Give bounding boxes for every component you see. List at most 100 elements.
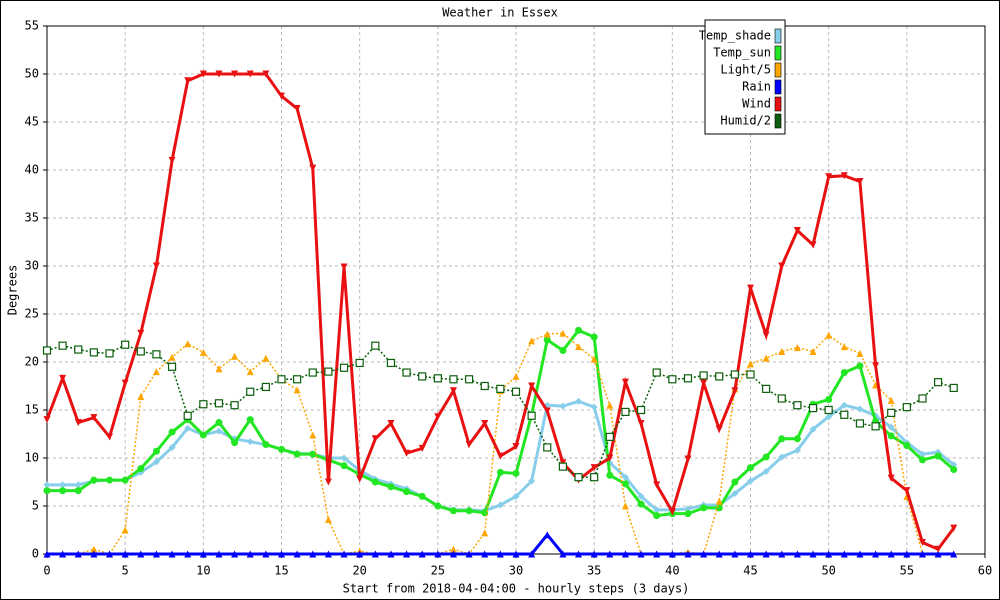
- point: [637, 419, 645, 427]
- point: [653, 481, 661, 489]
- point: [340, 263, 348, 271]
- point: [543, 443, 552, 452]
- point: [137, 329, 145, 337]
- y-tick-label: 5: [32, 499, 39, 513]
- point: [184, 424, 192, 432]
- point: [700, 504, 708, 512]
- point: [528, 550, 536, 558]
- point: [684, 455, 692, 463]
- point: [637, 492, 645, 500]
- point: [137, 393, 145, 401]
- point: [449, 507, 457, 515]
- x-tick-label: 35: [587, 564, 601, 578]
- point: [278, 550, 285, 558]
- point: [168, 353, 176, 361]
- point: [762, 354, 770, 362]
- point: [825, 331, 833, 339]
- point: [887, 423, 895, 431]
- point: [105, 349, 114, 358]
- point: [887, 408, 896, 417]
- point: [543, 407, 551, 415]
- point: [168, 443, 176, 451]
- point: [887, 474, 895, 482]
- point: [575, 397, 583, 405]
- point: [231, 352, 239, 360]
- point: [371, 478, 379, 486]
- point: [403, 550, 411, 558]
- point: [590, 550, 598, 558]
- x-tick-label: 40: [665, 564, 679, 578]
- point: [231, 550, 239, 558]
- point: [715, 425, 723, 433]
- point: [528, 337, 536, 345]
- point: [433, 374, 442, 383]
- point: [903, 487, 911, 495]
- point: [621, 502, 629, 510]
- point: [262, 441, 270, 449]
- point: [106, 476, 114, 484]
- point: [449, 550, 457, 558]
- point: [637, 500, 645, 508]
- point: [106, 550, 114, 558]
- point: [575, 343, 583, 351]
- point: [480, 381, 489, 391]
- point: [230, 401, 239, 410]
- y-tick-label: 35: [25, 211, 39, 225]
- point: [777, 394, 786, 403]
- point: [668, 508, 676, 516]
- point: [840, 369, 848, 377]
- point: [512, 442, 520, 450]
- point: [606, 550, 614, 558]
- point: [340, 550, 348, 558]
- point: [262, 354, 270, 362]
- point: [465, 441, 473, 449]
- point: [809, 425, 817, 433]
- point: [512, 550, 520, 558]
- chart-title: Weather in Essex: [442, 6, 558, 20]
- point: [715, 550, 723, 558]
- point: [590, 473, 599, 482]
- point: [840, 401, 848, 409]
- point: [278, 445, 285, 453]
- point: [606, 471, 614, 479]
- point: [418, 444, 426, 452]
- point: [793, 435, 801, 443]
- point: [856, 362, 864, 370]
- point: [387, 483, 395, 491]
- point: [933, 378, 943, 387]
- point: [934, 452, 942, 460]
- point: [496, 550, 504, 558]
- point: [511, 387, 521, 396]
- point: [168, 156, 176, 164]
- point: [371, 435, 379, 443]
- point: [481, 550, 489, 558]
- point: [246, 438, 254, 446]
- point: [465, 550, 473, 558]
- point: [824, 405, 833, 415]
- point: [950, 466, 958, 474]
- point: [152, 550, 160, 558]
- point: [668, 375, 677, 384]
- point: [575, 550, 583, 558]
- point: [184, 340, 192, 348]
- point: [199, 431, 207, 439]
- point: [825, 395, 833, 403]
- legend-label: Temp_shade: [699, 29, 771, 43]
- point: [356, 550, 364, 558]
- point: [386, 358, 396, 368]
- point: [559, 329, 567, 337]
- point: [684, 550, 692, 558]
- point: [199, 70, 207, 78]
- point: [43, 481, 51, 489]
- point: [152, 262, 160, 270]
- point: [481, 419, 489, 427]
- point: [481, 529, 489, 537]
- x-tick-label: 45: [743, 564, 757, 578]
- legend-swatch: [774, 113, 782, 129]
- point: [778, 347, 786, 355]
- point: [762, 453, 770, 461]
- point: [653, 506, 661, 514]
- point: [231, 439, 239, 447]
- point: [246, 70, 254, 78]
- point: [512, 372, 520, 380]
